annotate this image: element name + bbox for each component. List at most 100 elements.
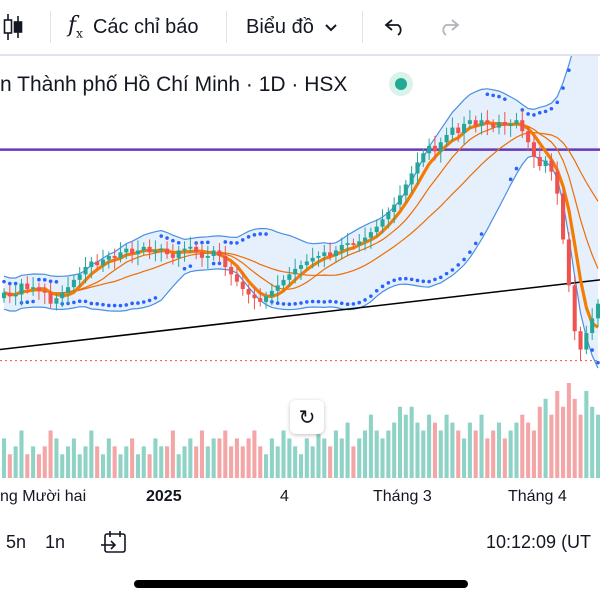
volume-bar bbox=[392, 422, 397, 478]
psar-dot bbox=[305, 300, 309, 304]
volume-bar bbox=[141, 446, 146, 478]
candle-body bbox=[234, 274, 239, 282]
psar-dot bbox=[543, 109, 548, 114]
candle-body bbox=[199, 252, 205, 258]
psar-dot bbox=[153, 296, 158, 300]
psar-dot bbox=[130, 301, 134, 306]
candle-body bbox=[479, 120, 484, 126]
candle-body bbox=[182, 248, 187, 251]
candle-body bbox=[252, 294, 257, 299]
candle-body bbox=[130, 248, 135, 255]
psar-dot bbox=[299, 301, 303, 305]
volume-bar bbox=[526, 422, 531, 478]
psar-dot bbox=[54, 280, 59, 284]
psar-dot bbox=[549, 106, 554, 111]
psar-dot bbox=[456, 263, 461, 267]
volume-bar bbox=[357, 438, 362, 478]
volume-bar bbox=[124, 446, 129, 478]
candles-icon[interactable] bbox=[2, 0, 28, 54]
reset-chart-button[interactable]: ↻ bbox=[290, 400, 324, 434]
psar-dot bbox=[159, 234, 164, 238]
psar-dot bbox=[206, 240, 210, 245]
candle-body bbox=[13, 294, 18, 297]
psar-dot bbox=[351, 302, 356, 306]
psar-dot bbox=[13, 281, 18, 286]
volume-bar bbox=[386, 430, 391, 478]
candle-body bbox=[531, 142, 536, 157]
candle-body bbox=[112, 255, 117, 258]
range-5d-button[interactable]: 5n bbox=[6, 532, 27, 552]
psar-dot bbox=[374, 288, 379, 293]
price-chart[interactable] bbox=[0, 56, 600, 478]
candle-body bbox=[322, 252, 327, 256]
candle-body bbox=[42, 290, 47, 293]
psar-dot bbox=[223, 240, 228, 244]
psar-dot bbox=[473, 241, 478, 246]
volume-bar bbox=[77, 454, 82, 478]
candle-body bbox=[578, 331, 583, 350]
bollinger-lower-line bbox=[3, 155, 599, 369]
psar-dot bbox=[328, 299, 332, 304]
psar-dot bbox=[107, 303, 111, 308]
volume-bar bbox=[130, 438, 135, 478]
psar-dot bbox=[369, 294, 373, 298]
candle-body bbox=[223, 255, 228, 267]
candle-body bbox=[491, 123, 496, 128]
volume-bar bbox=[100, 454, 106, 478]
candle-body bbox=[141, 246, 146, 251]
psar-dot bbox=[310, 299, 315, 304]
psar-dot bbox=[508, 177, 513, 182]
clock-time: 10:12:09 (UT bbox=[486, 532, 592, 552]
volume-bar bbox=[555, 390, 560, 478]
psar-dot bbox=[503, 97, 507, 101]
volume-bar bbox=[223, 430, 228, 478]
psar-dot bbox=[176, 241, 181, 245]
chart-type-button[interactable]: Biểu đồ bbox=[246, 0, 338, 54]
candle-body bbox=[19, 283, 24, 295]
volume-bar bbox=[240, 446, 245, 478]
volume-bar bbox=[165, 446, 170, 478]
indicators-button[interactable]: fx Các chỉ báo bbox=[68, 0, 199, 54]
candle-body bbox=[89, 261, 94, 267]
volume-bar bbox=[491, 430, 496, 478]
undo-icon[interactable] bbox=[384, 0, 406, 54]
psar-dot bbox=[438, 275, 443, 280]
volume-bar bbox=[473, 430, 478, 478]
psar-dot bbox=[392, 278, 396, 283]
psar-dot bbox=[334, 300, 338, 304]
candle-body bbox=[572, 285, 577, 332]
chart-type-label: Biểu đồ bbox=[246, 15, 314, 38]
candle-body bbox=[217, 250, 222, 256]
psar-dot bbox=[25, 300, 30, 305]
volume-bar bbox=[211, 438, 216, 478]
candle-body bbox=[584, 333, 589, 350]
candle-body bbox=[392, 204, 397, 212]
candle-body bbox=[211, 250, 216, 256]
redo-icon[interactable] bbox=[438, 0, 460, 54]
volume-bar bbox=[345, 422, 350, 478]
candle-body bbox=[298, 265, 304, 269]
volume-bar bbox=[566, 383, 571, 478]
volume-bar bbox=[456, 430, 461, 478]
volume-bar bbox=[543, 398, 548, 478]
candle-body bbox=[456, 127, 461, 134]
range-1d-button[interactable]: 1n bbox=[45, 532, 66, 552]
candle-body bbox=[485, 120, 490, 124]
candle-body bbox=[194, 246, 199, 253]
volume-bar bbox=[19, 430, 24, 478]
volume-bar bbox=[409, 406, 414, 478]
candle-body bbox=[444, 134, 449, 143]
volume-bar bbox=[310, 446, 315, 478]
volume-bar bbox=[54, 438, 59, 478]
volume-bar bbox=[135, 454, 140, 478]
candle-body bbox=[508, 123, 513, 126]
volume-bar bbox=[264, 454, 269, 478]
psar-dot bbox=[246, 235, 251, 239]
volume-bar bbox=[363, 430, 368, 478]
psar-dot bbox=[537, 110, 542, 115]
psar-dot bbox=[380, 284, 385, 289]
psar-dot bbox=[427, 279, 431, 284]
candle-body bbox=[380, 219, 385, 227]
candle-body bbox=[36, 287, 41, 291]
go-to-date-icon[interactable] bbox=[100, 528, 128, 561]
